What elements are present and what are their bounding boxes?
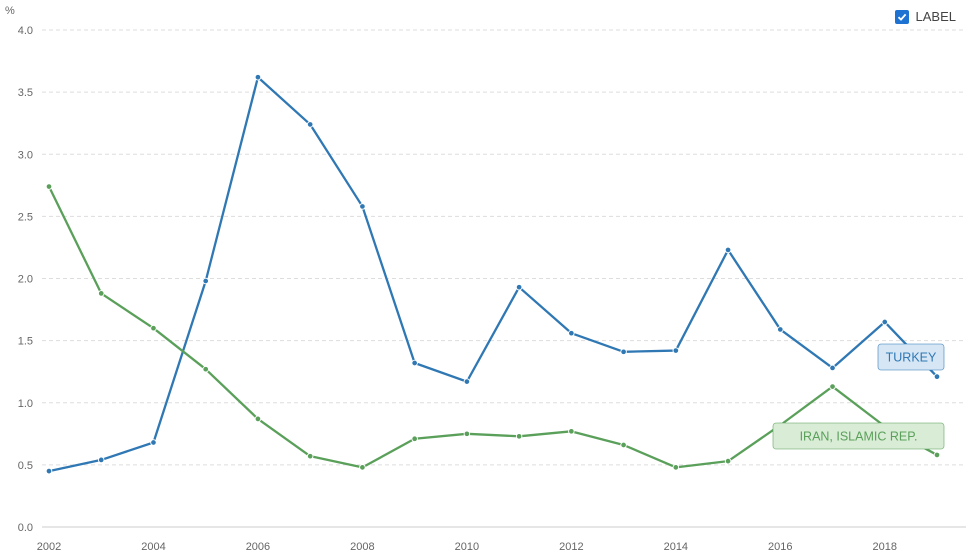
data-point[interactable] (150, 324, 157, 332)
data-point[interactable] (515, 283, 523, 291)
y-unit-label: % (5, 5, 15, 17)
y-tick-label: 3.0 (18, 149, 33, 161)
data-point[interactable] (45, 183, 53, 190)
series-label-box (772, 422, 945, 450)
data-point[interactable] (202, 277, 209, 285)
data-point[interactable] (411, 435, 418, 443)
data-point[interactable] (568, 428, 575, 435)
data-point[interactable] (463, 378, 471, 385)
data-point[interactable] (515, 433, 523, 440)
series-label-text: IRAN, ISLAMIC REP. (800, 430, 918, 444)
data-point[interactable] (829, 383, 836, 390)
data-point[interactable] (463, 430, 471, 438)
data-point[interactable] (97, 290, 105, 297)
data-point[interactable] (359, 464, 366, 471)
series-label: IRAN, ISLAMIC REP. (772, 422, 945, 450)
data-point[interactable] (777, 326, 784, 333)
gridlines (42, 29, 966, 528)
x-tick-label: 2002 (37, 541, 61, 553)
data-point[interactable] (150, 439, 157, 446)
data-point[interactable] (306, 452, 314, 460)
x-tick-label: 2012 (559, 541, 583, 553)
series-line (48, 76, 938, 473)
series-label-box (877, 343, 945, 371)
data-point[interactable] (568, 329, 575, 337)
data-point[interactable] (933, 451, 941, 459)
y-tick-label: 2.0 (18, 274, 33, 286)
data-point[interactable] (881, 318, 889, 326)
y-tick-label: 0.0 (18, 522, 33, 534)
data-point[interactable] (97, 456, 105, 464)
x-tick-label: 2006 (246, 541, 270, 553)
data-point[interactable] (359, 203, 366, 210)
data-point[interactable] (45, 467, 53, 475)
y-tick-label: 4.0 (18, 25, 33, 37)
x-tick-label: 2018 (873, 541, 897, 553)
y-axis-ticks: 0.0 0.5 1.0 1.5 2.0 2.5 3.0 3.5 4.0 (18, 25, 33, 534)
data-point[interactable] (254, 73, 262, 81)
data-point[interactable] (620, 348, 627, 356)
data-point[interactable] (411, 359, 418, 367)
series-turkey (45, 73, 941, 475)
x-tick-label: 2014 (664, 541, 688, 553)
x-tick-label: 2010 (455, 541, 479, 553)
data-point[interactable] (254, 415, 262, 423)
x-tick-label: 2016 (768, 541, 792, 553)
data-point[interactable] (202, 365, 209, 373)
checkmark-icon (897, 13, 906, 21)
y-tick-label: 3.5 (18, 87, 33, 99)
y-tick-label: 2.5 (18, 211, 33, 223)
data-point[interactable] (724, 246, 732, 254)
series-line (47, 186, 938, 469)
data-point[interactable] (672, 347, 680, 354)
label-toggle-text: LABEL (915, 9, 956, 24)
series-iran (45, 183, 941, 471)
y-tick-label: 1.5 (18, 336, 33, 348)
data-point[interactable] (933, 373, 941, 380)
x-tick-label: 2008 (350, 541, 374, 553)
data-point[interactable] (306, 121, 314, 128)
data-point[interactable] (672, 464, 680, 471)
label-checkbox[interactable] (894, 9, 909, 24)
label-toggle[interactable]: LABEL (894, 9, 956, 24)
series-layer (45, 73, 941, 475)
series-labels: TURKEY IRAN, ISLAMIC REP. (772, 343, 945, 450)
series-label-text: TURKEY (886, 351, 937, 365)
x-axis-ticks: 2002 2004 2006 2008 2010 2012 2014 2016 2018 (37, 541, 897, 553)
y-tick-label: 1.0 (18, 398, 33, 410)
data-point[interactable] (620, 441, 627, 449)
series-label: TURKEY (877, 343, 945, 371)
y-tick-label: 0.5 (18, 460, 33, 472)
data-point[interactable] (724, 457, 732, 465)
x-tick-label: 2004 (141, 541, 165, 553)
data-point[interactable] (829, 364, 836, 372)
